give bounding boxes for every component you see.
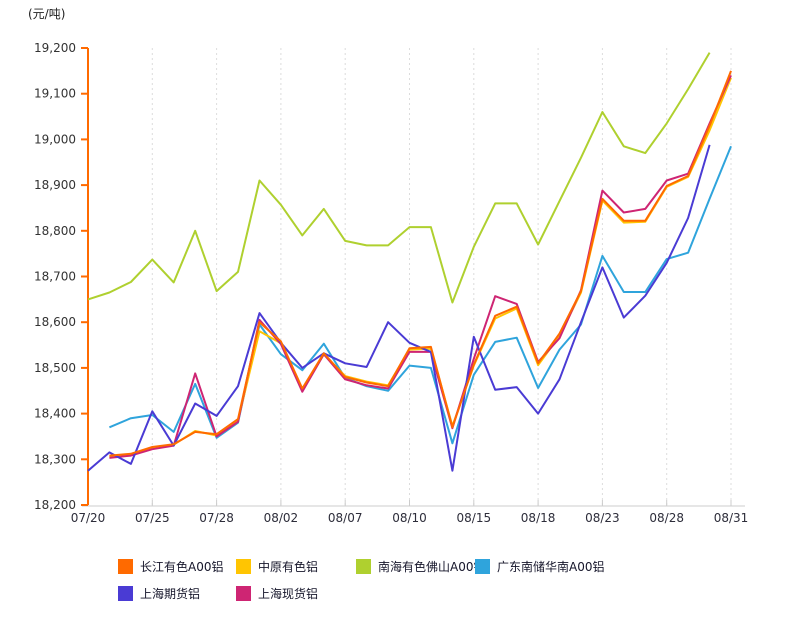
y-axis-label: 18,400 bbox=[34, 407, 76, 421]
y-axis-label: 18,200 bbox=[34, 498, 76, 512]
x-axis-label: 08/07 bbox=[328, 511, 363, 525]
y-axis-label: 18,900 bbox=[34, 178, 76, 192]
y-axis-label: 18,600 bbox=[34, 315, 76, 329]
legend-item-3: 广东南储华南A00铝 bbox=[475, 557, 604, 575]
x-axis-label: 08/23 bbox=[585, 511, 620, 525]
legend-swatch-4 bbox=[118, 585, 133, 601]
legend-label-1: 中原有色铝 bbox=[258, 559, 319, 574]
x-axis-label: 08/18 bbox=[521, 511, 556, 525]
series-line-4 bbox=[87, 144, 711, 472]
x-axis-label: 07/28 bbox=[199, 511, 234, 525]
legend-swatch-0 bbox=[118, 558, 133, 574]
x-axis-label: 08/31 bbox=[714, 511, 749, 525]
legend-label-3: 广东南储华南A00铝 bbox=[497, 559, 605, 574]
y-axis-label: 18,700 bbox=[34, 270, 76, 284]
series-line-0 bbox=[109, 70, 732, 457]
x-axis-label: 07/25 bbox=[135, 511, 170, 525]
series-line-5 bbox=[109, 74, 732, 459]
chart-legend: 长江有色A00铝 中原有色铝 南海有色佛山A00铝 广东南储华南A00铝上海期货铝 上海… bbox=[0, 549, 800, 619]
y-axis-label: 18,800 bbox=[34, 224, 76, 238]
x-axis-label: 08/10 bbox=[392, 511, 427, 525]
series-line-2 bbox=[87, 52, 711, 304]
x-axis-label: 08/15 bbox=[457, 511, 492, 525]
x-axis-label: 08/28 bbox=[649, 511, 684, 525]
chart-plot-area: (元/吨) 07/20 07/25 07/28 08/02 08/07 08/10 08/15… bbox=[28, 7, 749, 525]
legend-item-4: 上海期货铝 bbox=[118, 584, 200, 602]
legend-label-2: 南海有色佛山A00铝 bbox=[378, 559, 486, 574]
y-axis-unit-label: (元/吨) bbox=[28, 7, 65, 21]
y-axis-label: 19,100 bbox=[34, 87, 76, 101]
legend-swatch-3 bbox=[475, 558, 490, 574]
legend-swatch-5 bbox=[236, 585, 251, 601]
y-axis-label: 19,000 bbox=[34, 132, 76, 146]
legend-label-5: 上海现货铝 bbox=[258, 586, 319, 601]
y-axis-label: 18,300 bbox=[34, 452, 76, 466]
legend-swatch-1 bbox=[236, 558, 251, 574]
x-axis-label: 07/20 bbox=[71, 511, 106, 525]
legend-label-0: 长江有色A00铝 bbox=[140, 559, 224, 574]
series-line-3 bbox=[109, 145, 732, 445]
x-axis-label: 08/02 bbox=[264, 511, 299, 525]
legend-item-0: 长江有色A00铝 bbox=[118, 557, 223, 575]
y-axis-label: 19,200 bbox=[34, 41, 76, 55]
y-axis-label: 18,500 bbox=[34, 361, 76, 375]
legend-item-5: 上海现货铝 bbox=[236, 584, 318, 602]
legend-label-4: 上海期货铝 bbox=[140, 586, 201, 601]
legend-item-1: 中原有色铝 bbox=[236, 557, 318, 575]
legend-swatch-2 bbox=[356, 558, 371, 574]
legend-item-2: 南海有色佛山A00铝 bbox=[356, 557, 485, 575]
